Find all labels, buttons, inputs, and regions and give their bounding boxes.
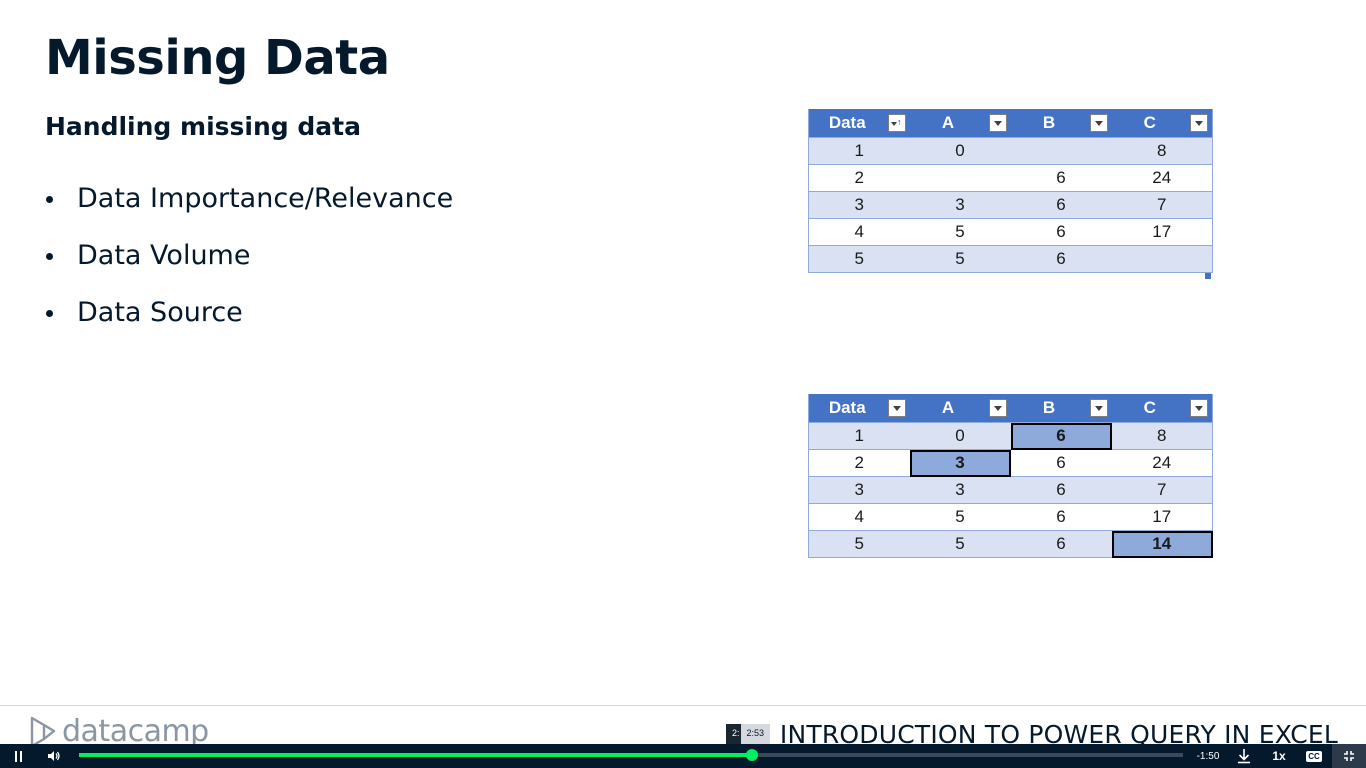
table-row: 5 5 6 14 — [808, 530, 1213, 558]
logo-wordmark: datacamp — [62, 716, 209, 748]
table-cell: 6 — [1010, 191, 1112, 219]
captions-button[interactable]: CC — [1304, 744, 1324, 768]
table-row: 4 5 6 17 — [808, 503, 1213, 531]
table-before-fill: Data ↑ A B C 1 0 8 2 6 24 3 3 6 7 4 5 6 — [808, 109, 1213, 273]
table-row: 2 3 6 24 — [808, 449, 1213, 477]
table-cell: 7 — [1111, 191, 1213, 219]
table-cell: 17 — [1111, 218, 1213, 246]
filter-dropdown-button[interactable] — [1089, 114, 1108, 132]
table-row: 1 0 6 8 — [808, 422, 1213, 450]
table-cell: 8 — [1111, 422, 1213, 450]
table-cell: 24 — [1111, 449, 1213, 477]
table-cell: 6 — [1010, 218, 1112, 246]
tooltip-hover-time: 2:53 — [740, 724, 771, 744]
datacamp-logo: datacamp — [28, 716, 209, 748]
volume-icon — [48, 751, 60, 761]
table-cell: 3 — [808, 191, 910, 219]
seek-time-tooltip: 2: 2:53 — [726, 724, 771, 744]
table-cell: 5 — [909, 530, 1011, 558]
bullet-item: Data Source — [45, 292, 453, 349]
table-cell: 6 — [1010, 530, 1112, 558]
table-cell-empty — [909, 164, 1011, 192]
exit-fullscreen-icon — [1344, 751, 1354, 761]
table-cell: 5 — [808, 530, 910, 558]
seek-bar-progress — [79, 753, 753, 757]
bullet-item: Data Volume — [45, 235, 453, 292]
table-cell-empty — [1010, 137, 1112, 165]
table-cell: 2 — [808, 164, 910, 192]
pause-icon — [14, 750, 17, 762]
table-cell: 24 — [1111, 164, 1213, 192]
table-row: 5 5 6 — [808, 245, 1213, 273]
filter-dropdown-button[interactable] — [887, 399, 906, 417]
table-cell: 1 — [808, 137, 910, 165]
time-remaining: -1:50 — [1196, 750, 1220, 762]
datacamp-logo-icon — [30, 716, 56, 748]
playback-speed-button[interactable]: 1x — [1272, 749, 1286, 763]
tooltip-previous-time: 2: — [726, 724, 741, 744]
filter-dropdown-button[interactable] — [1089, 399, 1108, 417]
column-header-b: B — [1010, 109, 1112, 138]
table-row: 3 3 6 7 — [808, 476, 1213, 504]
table-cell: 5 — [909, 503, 1011, 531]
table-cell: 6 — [1010, 245, 1112, 273]
table-row: 3 3 6 7 — [808, 191, 1213, 219]
seek-bar-handle[interactable] — [746, 749, 759, 761]
table-row: 4 5 6 17 — [808, 218, 1213, 246]
bullet-list: Data Importance/Relevance Data Volume Da… — [45, 178, 453, 349]
table-cell: 6 — [1010, 449, 1112, 477]
filter-sort-button[interactable]: ↑ — [887, 114, 906, 132]
table-cell: 7 — [1111, 476, 1213, 504]
exit-fullscreen-button[interactable] — [1332, 744, 1366, 768]
column-header-a: A — [909, 394, 1011, 423]
table-cell: 0 — [909, 137, 1011, 165]
table-cell: 17 — [1111, 503, 1213, 531]
column-header-data: Data — [808, 394, 910, 423]
filter-dropdown-button[interactable] — [1190, 399, 1208, 417]
column-header-c: C — [1111, 109, 1213, 138]
table-cell: 8 — [1111, 137, 1213, 165]
table-cell: 3 — [909, 476, 1011, 504]
table-cell: 3 — [909, 191, 1011, 219]
pause-button[interactable] — [8, 744, 28, 768]
table-row: 1 0 8 — [808, 137, 1213, 165]
table-resize-handle[interactable] — [1205, 273, 1211, 279]
slide-subtitle: Handling missing data — [45, 112, 361, 141]
column-header-a: A — [909, 109, 1011, 138]
captions-icon: CC — [1306, 750, 1322, 762]
download-icon — [1238, 749, 1250, 764]
seek-bar[interactable] — [79, 749, 1183, 761]
table-cell: 5 — [909, 245, 1011, 273]
table-cell: 4 — [808, 503, 910, 531]
table-cell: 6 — [1010, 164, 1112, 192]
table-cell: 5 — [909, 218, 1011, 246]
table-cell: 6 — [1010, 503, 1112, 531]
table-cell: 5 — [808, 245, 910, 273]
table-cell: 3 — [808, 476, 910, 504]
table-after-fill: Data A B C 1 0 6 8 2 3 6 24 3 3 6 7 4 5 … — [808, 394, 1213, 558]
table-row: 2 6 24 — [808, 164, 1213, 192]
table-cell-empty — [1111, 245, 1213, 273]
download-button[interactable] — [1234, 744, 1254, 768]
filter-dropdown-button[interactable] — [988, 114, 1007, 132]
footer-divider — [0, 705, 1366, 706]
column-header-b: B — [1010, 394, 1112, 423]
filled-cell: 6 — [1010, 422, 1112, 450]
bullet-item: Data Importance/Relevance — [45, 178, 453, 235]
slide-title: Missing Data — [45, 30, 390, 86]
pause-icon — [19, 750, 22, 762]
table-cell: 6 — [1010, 476, 1112, 504]
filled-cell: 14 — [1111, 530, 1213, 558]
filter-dropdown-button[interactable] — [1190, 114, 1208, 132]
table-cell: 0 — [909, 422, 1011, 450]
sort-indicator-icon: ↑ — [897, 117, 902, 127]
table-cell: 2 — [808, 449, 910, 477]
table-cell: 1 — [808, 422, 910, 450]
column-header-c: C — [1111, 394, 1213, 423]
volume-button[interactable] — [44, 744, 64, 768]
filter-dropdown-button[interactable] — [988, 399, 1007, 417]
filled-cell: 3 — [909, 449, 1011, 477]
table-cell: 4 — [808, 218, 910, 246]
column-header-data: Data ↑ — [808, 109, 910, 138]
